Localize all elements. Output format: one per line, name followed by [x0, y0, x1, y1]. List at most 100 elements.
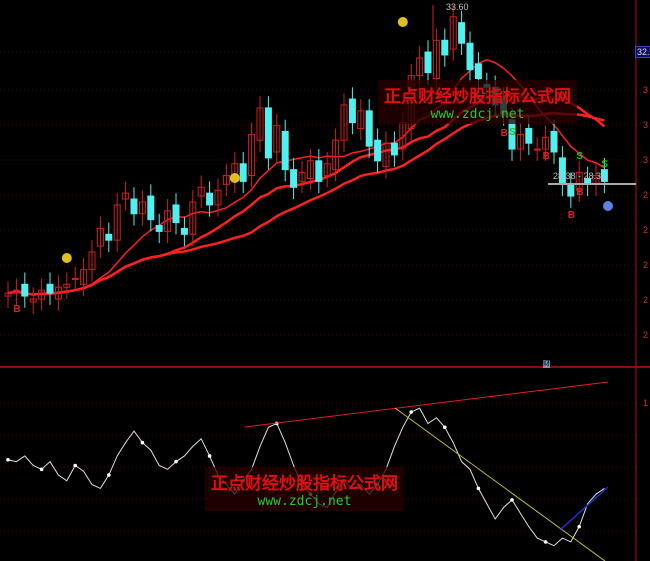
oscillator-point: [443, 425, 447, 430]
buy-signal: B: [500, 127, 508, 139]
buy-signal: B: [576, 186, 584, 198]
watermark-top: 正点财经炒股指标公式网 www.zdcj.net: [378, 80, 577, 124]
candle-body: [38, 289, 46, 300]
candle-body: [348, 98, 356, 124]
candle-body: [88, 251, 96, 271]
price-axis-label: 3: [643, 155, 649, 165]
watermark-url: www.zdcj.net: [257, 494, 352, 509]
oscillator-point: [39, 467, 44, 472]
candle-body: [206, 192, 214, 206]
candle-body: [525, 127, 533, 144]
candle-body: [214, 189, 222, 206]
oscillator-point: [543, 540, 548, 544]
candle-body: [516, 133, 524, 150]
candle-body: [357, 110, 365, 129]
buy-signal: B: [542, 151, 550, 163]
candle-body: [390, 142, 398, 156]
candle-body: [340, 104, 348, 141]
candle-body: [449, 16, 457, 50]
candle-body: [29, 298, 37, 303]
candle-body: [466, 42, 474, 71]
face-icon: [603, 201, 613, 211]
oscillator-point: [6, 457, 10, 462]
candle-body: [441, 39, 449, 56]
candle-body: [256, 107, 264, 141]
oscillator-point: [140, 440, 145, 445]
candle-body: [4, 292, 12, 297]
sell-signal: S: [576, 150, 583, 162]
sell-signal: S: [601, 159, 609, 171]
candle-body: [382, 142, 390, 168]
candle-body: [180, 227, 188, 235]
oscillator-point: [174, 459, 178, 464]
candle-body: [365, 110, 373, 147]
current-price-tag: 32.0: [635, 46, 650, 58]
candle-body: [332, 139, 340, 171]
oscillator-point: [510, 498, 514, 502]
smiley-icon: [397, 17, 408, 27]
ma-short: [7, 58, 605, 296]
range-label: 28.38 - 28.31: [553, 171, 607, 181]
oscillator-point: [476, 486, 481, 491]
candle-body: [147, 195, 155, 221]
candle-body: [458, 22, 466, 44]
candle-body: [374, 139, 382, 162]
candle-body: [105, 233, 113, 241]
candle-body: [113, 204, 121, 241]
candle-body: [80, 269, 88, 285]
watermark-url: www.zdcj.net: [430, 107, 525, 122]
candle-body: [306, 160, 314, 179]
candle-body: [298, 172, 306, 182]
price-axis-label: 3: [643, 120, 649, 130]
high-price-label: 33.60: [446, 2, 469, 12]
info-icon[interactable]: 财: [543, 360, 550, 368]
candle-body: [189, 201, 197, 235]
watermark-title: 正点财经炒股指标公式网: [384, 87, 571, 106]
candle-body: [155, 225, 163, 232]
candle-body: [239, 163, 247, 182]
price-axis-label: 2: [643, 225, 649, 235]
oscillator-point: [409, 410, 414, 414]
price-axis-label: 2: [643, 295, 649, 305]
buy-signal: B: [13, 304, 21, 316]
oscillator-point: [207, 454, 212, 458]
oscillator-point: [577, 524, 581, 529]
candle-body: [424, 51, 432, 74]
candle-body: [575, 172, 583, 191]
watermark-bottom: 正点财经炒股指标公式网 www.zdcj.net: [205, 467, 404, 511]
trendline-blue: [559, 486, 609, 531]
trendline-red: [244, 381, 609, 428]
candle-body: [323, 163, 331, 177]
candle-body: [71, 277, 79, 280]
candle-body: [474, 63, 482, 79]
oscillator-point: [107, 473, 111, 477]
candle-body: [600, 169, 608, 182]
candle-body: [138, 201, 146, 215]
candle-body: [281, 130, 289, 171]
candle-body: [432, 39, 440, 79]
sell-signal: S: [509, 127, 516, 139]
candle-body: [21, 283, 29, 297]
oscillator-point: [73, 463, 77, 468]
candle-body: [567, 183, 575, 197]
watermark-title: 正点财经炒股指标公式网: [211, 474, 398, 493]
candle-body: [533, 148, 541, 151]
candle-body: [96, 227, 104, 247]
smiley-icon: [229, 173, 240, 183]
price-axis-label: 2: [643, 190, 649, 200]
candle-body: [550, 130, 558, 153]
smiley-icon: [61, 253, 72, 263]
indicator-axis-label: 1: [643, 398, 649, 408]
candle-body: [130, 198, 138, 215]
candle-body: [46, 283, 54, 294]
candle-body: [12, 289, 20, 294]
candle-body: [222, 175, 230, 185]
candle-body: [172, 204, 180, 224]
candle-body: [122, 192, 130, 200]
candle-body: [63, 283, 71, 288]
candle-body: [315, 160, 323, 182]
price-axis-label: 2: [643, 260, 649, 270]
candle-body: [54, 286, 62, 300]
candle-body: [264, 107, 272, 159]
